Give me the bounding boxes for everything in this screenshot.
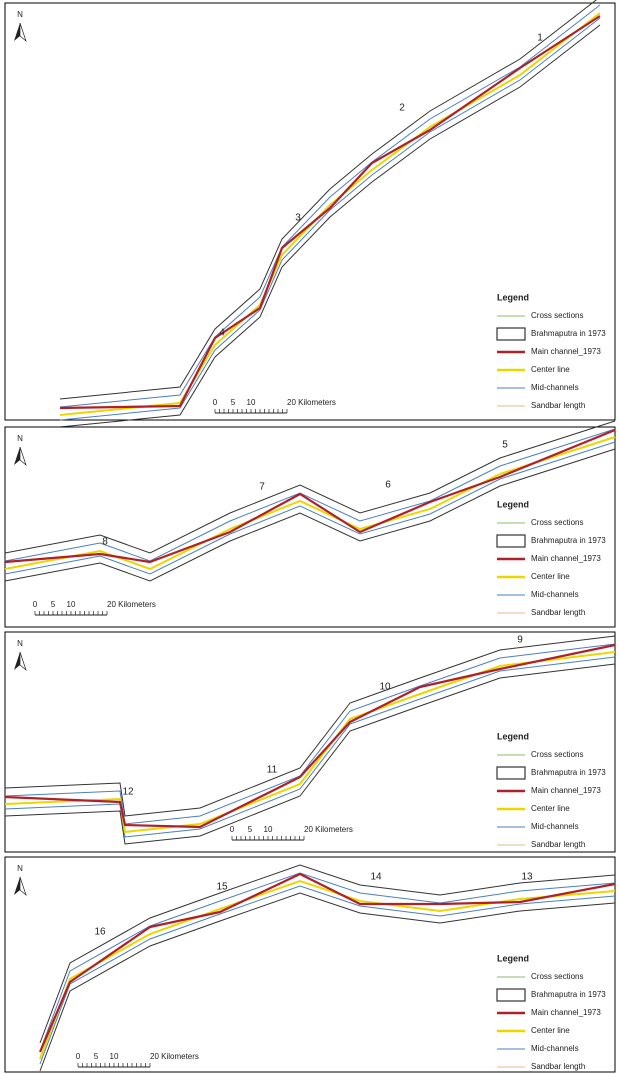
section-number: 5 xyxy=(502,440,508,451)
scale-label: 0 xyxy=(76,1052,81,1061)
north-label: N xyxy=(17,864,23,873)
scale-label: 10 xyxy=(247,398,256,407)
map-figure: N1234051020 KilometersLegendCross sectio… xyxy=(0,0,619,1074)
legend-label: Cross sections xyxy=(531,750,583,759)
legend-label: Cross sections xyxy=(531,311,583,320)
scale-label: 0 xyxy=(230,825,235,834)
legend-title: Legend xyxy=(497,953,529,963)
scale-label: 10 xyxy=(110,1052,119,1061)
section-number: 11 xyxy=(267,765,278,776)
legend-title: Legend xyxy=(497,292,529,302)
legend-label: Cross sections xyxy=(531,972,583,981)
scale-label: 10 xyxy=(264,825,273,834)
section-number: 10 xyxy=(379,682,391,693)
section-number: 15 xyxy=(216,882,228,893)
scale-label: 20 Kilometers xyxy=(287,398,336,407)
legend-label: Mid-channels xyxy=(531,822,579,831)
legend-label: Main channel_1973 xyxy=(531,554,601,563)
legend-label: Sandbar length xyxy=(531,840,585,849)
legend-label: Center line xyxy=(531,804,570,813)
legend-label: Mid-channels xyxy=(531,1044,579,1053)
scale-label: 20 Kilometers xyxy=(150,1052,199,1061)
section-number: 8 xyxy=(102,537,108,548)
scale-label: 5 xyxy=(231,398,236,407)
section-number: 3 xyxy=(295,213,301,224)
scale-label: 0 xyxy=(33,600,38,609)
north-label: N xyxy=(17,639,23,648)
legend-label: Main channel_1973 xyxy=(531,347,601,356)
section-number: 4 xyxy=(219,328,225,339)
scale-label: 5 xyxy=(51,600,56,609)
legend-label: Sandbar length xyxy=(531,401,585,410)
north-label: N xyxy=(17,10,23,19)
legend-label: Brahmaputra in 1973 xyxy=(531,990,606,999)
scale-label: 5 xyxy=(94,1052,99,1061)
scale-label: 20 Kilometers xyxy=(304,825,353,834)
legend-label: Main channel_1973 xyxy=(531,786,601,795)
legend-label: Cross sections xyxy=(531,518,583,527)
legend-label: Brahmaputra in 1973 xyxy=(531,536,606,545)
legend-label: Mid-channels xyxy=(531,590,579,599)
section-number: 14 xyxy=(370,872,382,883)
legend-label: Mid-channels xyxy=(531,383,579,392)
legend-label: Center line xyxy=(531,365,570,374)
north-label: N xyxy=(17,434,23,443)
section-number: 9 xyxy=(517,635,523,646)
section-number: 6 xyxy=(385,480,391,491)
legend-label: Sandbar length xyxy=(531,608,585,617)
legend-title: Legend xyxy=(497,731,529,741)
section-number: 16 xyxy=(94,927,106,938)
legend-label: Main channel_1973 xyxy=(531,1008,601,1017)
legend-label: Brahmaputra in 1973 xyxy=(531,768,606,777)
scale-label: 10 xyxy=(67,600,76,609)
section-number: 1 xyxy=(537,33,543,44)
legend-label: Center line xyxy=(531,1026,570,1035)
section-number: 7 xyxy=(259,482,265,493)
legend-label: Brahmaputra in 1973 xyxy=(531,329,606,338)
scale-label: 5 xyxy=(248,825,253,834)
section-number: 12 xyxy=(122,787,134,798)
scale-label: 20 Kilometers xyxy=(107,600,156,609)
section-number: 13 xyxy=(521,872,533,883)
scale-label: 0 xyxy=(213,398,218,407)
legend-label: Sandbar length xyxy=(531,1062,585,1071)
section-number: 2 xyxy=(399,103,405,114)
legend-title: Legend xyxy=(497,499,529,509)
legend-label: Center line xyxy=(531,572,570,581)
panel-border xyxy=(5,427,615,627)
